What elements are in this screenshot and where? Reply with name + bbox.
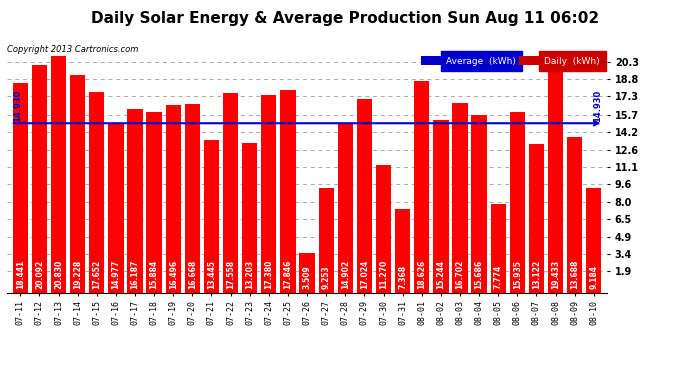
Bar bbox=[453, 103, 468, 292]
Text: Copyright 2013 Cartronics.com: Copyright 2013 Cartronics.com bbox=[7, 45, 138, 54]
Text: 13.445: 13.445 bbox=[207, 260, 216, 289]
Text: 14.977: 14.977 bbox=[111, 260, 120, 289]
Text: 15.686: 15.686 bbox=[475, 260, 484, 289]
Text: 16.702: 16.702 bbox=[455, 260, 464, 289]
Text: 11.270: 11.270 bbox=[379, 260, 388, 289]
Text: 17.558: 17.558 bbox=[226, 260, 235, 289]
Bar bbox=[548, 72, 563, 292]
Text: 15.884: 15.884 bbox=[150, 260, 159, 289]
Bar bbox=[586, 188, 602, 292]
Bar bbox=[357, 99, 372, 292]
Bar bbox=[280, 90, 295, 292]
Text: 19.228: 19.228 bbox=[73, 260, 82, 289]
Bar bbox=[51, 56, 66, 292]
Bar bbox=[529, 144, 544, 292]
Legend: Average  (kWh), Daily  (kWh): Average (kWh), Daily (kWh) bbox=[419, 53, 602, 68]
Bar bbox=[414, 81, 429, 292]
Text: 19.433: 19.433 bbox=[551, 260, 560, 289]
Bar bbox=[319, 188, 334, 292]
Text: 14.930: 14.930 bbox=[593, 90, 602, 122]
Bar bbox=[108, 123, 124, 292]
Text: 14.902: 14.902 bbox=[341, 260, 350, 289]
Bar bbox=[262, 96, 277, 292]
Text: 7.368: 7.368 bbox=[398, 265, 407, 289]
Bar bbox=[185, 104, 200, 292]
Text: 17.380: 17.380 bbox=[264, 260, 273, 289]
Text: 17.652: 17.652 bbox=[92, 260, 101, 289]
Bar bbox=[204, 140, 219, 292]
Text: Daily Solar Energy & Average Production Sun Aug 11 06:02: Daily Solar Energy & Average Production … bbox=[91, 11, 599, 26]
Bar bbox=[510, 112, 525, 292]
Bar bbox=[337, 123, 353, 292]
Bar bbox=[12, 83, 28, 292]
Bar bbox=[166, 105, 181, 292]
Text: 13.688: 13.688 bbox=[570, 260, 579, 289]
Bar bbox=[567, 137, 582, 292]
Bar bbox=[376, 165, 391, 292]
Text: 17.846: 17.846 bbox=[284, 260, 293, 289]
Text: 13.122: 13.122 bbox=[532, 260, 541, 289]
Bar bbox=[471, 115, 486, 292]
Bar bbox=[223, 93, 238, 292]
Bar bbox=[32, 65, 47, 292]
Text: 13.203: 13.203 bbox=[245, 260, 254, 289]
Text: 9.253: 9.253 bbox=[322, 266, 331, 289]
Bar bbox=[433, 120, 448, 292]
Text: 18.441: 18.441 bbox=[16, 260, 25, 289]
Text: 15.935: 15.935 bbox=[513, 260, 522, 289]
Text: 16.668: 16.668 bbox=[188, 260, 197, 289]
Bar bbox=[491, 204, 506, 292]
Bar bbox=[89, 92, 104, 292]
Text: 14.930: 14.930 bbox=[12, 90, 21, 122]
Text: 7.774: 7.774 bbox=[494, 265, 503, 289]
Text: 3.509: 3.509 bbox=[302, 266, 312, 289]
Text: 18.626: 18.626 bbox=[417, 260, 426, 289]
Text: 20.092: 20.092 bbox=[35, 260, 44, 289]
Bar bbox=[299, 253, 315, 292]
Text: 16.496: 16.496 bbox=[169, 260, 178, 289]
Bar bbox=[395, 209, 411, 292]
Bar bbox=[242, 143, 257, 292]
Bar bbox=[70, 75, 86, 292]
Bar bbox=[128, 109, 143, 292]
Text: 9.184: 9.184 bbox=[589, 265, 598, 289]
Bar bbox=[146, 112, 161, 292]
Text: 15.244: 15.244 bbox=[436, 260, 445, 289]
Text: 17.024: 17.024 bbox=[360, 260, 369, 289]
Text: 16.187: 16.187 bbox=[130, 260, 139, 289]
Text: 20.830: 20.830 bbox=[54, 260, 63, 289]
